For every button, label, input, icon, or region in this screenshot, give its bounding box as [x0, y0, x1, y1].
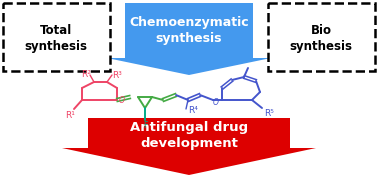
Text: R⁴: R⁴ — [188, 105, 198, 115]
FancyBboxPatch shape — [3, 3, 110, 71]
Text: Bio
synthesis: Bio synthesis — [290, 23, 353, 52]
Text: R²: R² — [81, 69, 91, 79]
Text: O: O — [119, 96, 125, 105]
Polygon shape — [62, 118, 316, 175]
Text: Total
synthesis: Total synthesis — [25, 23, 87, 52]
FancyBboxPatch shape — [268, 3, 375, 71]
Text: R¹: R¹ — [65, 110, 75, 120]
Text: R⁵: R⁵ — [264, 108, 274, 117]
Text: F: F — [143, 122, 147, 130]
Polygon shape — [107, 3, 271, 75]
Text: R³: R³ — [112, 71, 122, 79]
Text: Chemoenzymatic
synthesis: Chemoenzymatic synthesis — [129, 16, 249, 45]
Text: O: O — [213, 98, 219, 107]
Text: Antifungal drug
development: Antifungal drug development — [130, 120, 248, 149]
